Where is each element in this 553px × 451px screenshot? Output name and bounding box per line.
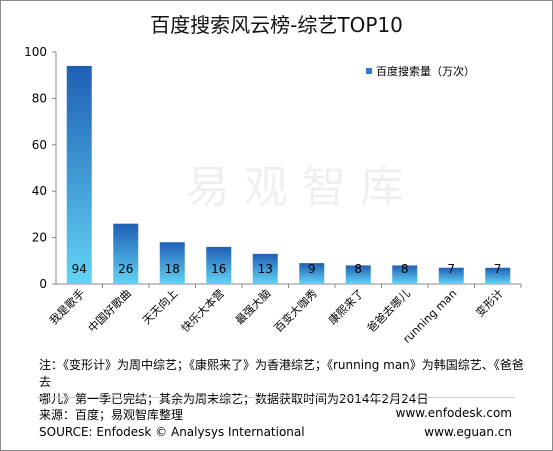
watermark: 易观智库 bbox=[186, 162, 418, 213]
chart-title: 百度搜索风云榜-综艺TOP10 bbox=[150, 13, 403, 37]
data-label: 8 bbox=[354, 262, 362, 276]
footer-divider bbox=[37, 397, 515, 398]
bar bbox=[485, 267, 511, 284]
data-label: 13 bbox=[258, 262, 273, 276]
legend: 百度搜索量（万次） bbox=[366, 64, 475, 78]
data-label: 7 bbox=[447, 262, 455, 276]
y-tick-label: 40 bbox=[32, 184, 47, 198]
bar bbox=[206, 246, 232, 284]
data-label: 16 bbox=[211, 262, 226, 276]
legend-label: 百度搜索量（万次） bbox=[376, 64, 475, 78]
y-tick-label: 100 bbox=[24, 45, 47, 59]
x-tick-label: 百变大咖秀 bbox=[271, 286, 320, 335]
url-enfodesk: www.enfodesk.com bbox=[395, 406, 512, 420]
footnote-line-2: 哪儿》第一季已完结；其余为周末综艺；数据获取时间为2014年2月24日 bbox=[39, 392, 429, 406]
y-tick-label: 20 bbox=[32, 231, 47, 245]
data-label: 7 bbox=[494, 262, 502, 276]
data-label: 9 bbox=[308, 262, 316, 276]
footnote-line-1: 注：《变形计》为周中综艺；《康熙来了》为香港综艺；《running man》为韩… bbox=[39, 358, 524, 389]
x-tick-label: 快乐大本营 bbox=[178, 286, 227, 335]
x-tick-label: 变形计 bbox=[473, 286, 506, 319]
x-tick-label: 康熙来了 bbox=[325, 286, 366, 327]
data-label: 26 bbox=[118, 262, 133, 276]
y-tick-label: 60 bbox=[32, 138, 47, 152]
bar bbox=[113, 223, 139, 284]
url-eguan: www.eguan.cn bbox=[424, 425, 512, 439]
data-label: 94 bbox=[72, 262, 87, 276]
bar bbox=[252, 253, 278, 284]
bar bbox=[345, 265, 371, 284]
x-tick-label: 最强大脑 bbox=[232, 286, 273, 327]
bar bbox=[392, 265, 418, 284]
bar bbox=[299, 263, 325, 284]
bar bbox=[159, 242, 185, 284]
x-tick-label: 我是歌手 bbox=[46, 286, 87, 327]
axes: 0 20 40 60 80 100 我是歌手中国好歌曲 天天向上快乐大本营 最强大脑百变大咖秀康… bbox=[24, 45, 522, 346]
x-tick-label: 爸爸去哪儿 bbox=[365, 287, 413, 335]
y-tick-label: 80 bbox=[32, 91, 47, 105]
x-tick-label: 中国好歌曲 bbox=[85, 286, 134, 335]
source-cn: 来源：百度；易观智库整理 bbox=[39, 408, 184, 422]
footnote: 注：《变形计》为周中综艺；《康熙来了》为香港综艺；《running man》为韩… bbox=[39, 357, 529, 408]
y-tick-label: 0 bbox=[39, 277, 47, 291]
bar bbox=[438, 267, 464, 284]
x-tick-label: 天天向上 bbox=[139, 286, 180, 327]
source-en: SOURCE: Enfodesk © Analysys Internationa… bbox=[39, 425, 305, 439]
bars: 94 26 18 16 13 9 8 8 7 7 bbox=[66, 65, 511, 284]
bar-chart: 0 20 40 60 80 100 我是歌手中国好歌曲 天天向上快乐大本营 最强大脑百变大咖秀康… bbox=[24, 45, 522, 346]
bar bbox=[66, 65, 92, 284]
data-label: 18 bbox=[165, 262, 180, 276]
legend-swatch bbox=[366, 68, 372, 74]
data-label: 8 bbox=[401, 262, 409, 276]
